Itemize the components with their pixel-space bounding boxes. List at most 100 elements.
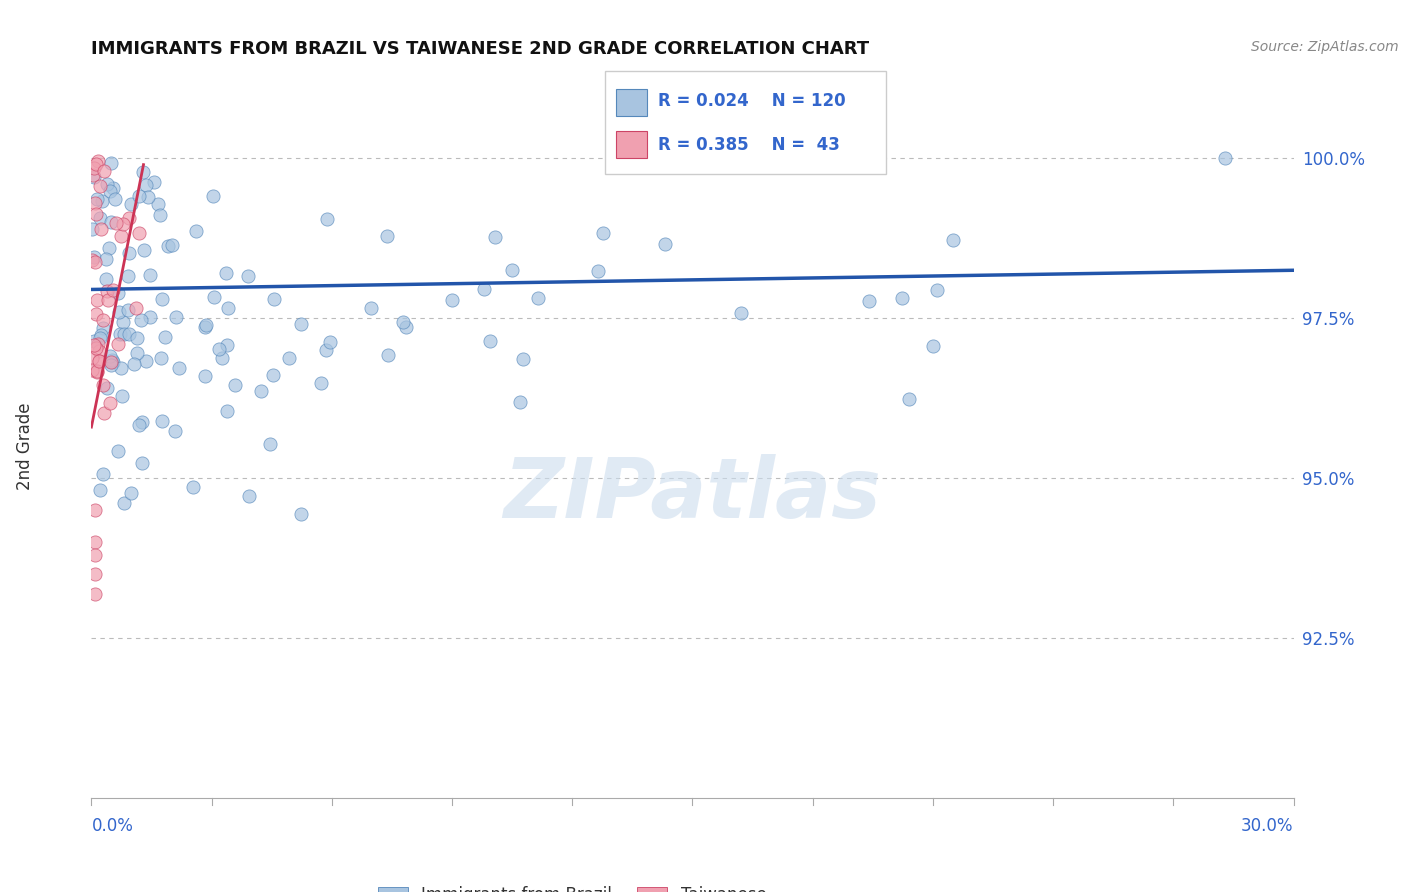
Point [146,196,169,211]
Point [83,334,105,349]
Point [91,320,114,334]
Point [104,216,127,230]
Point [96,178,118,192]
Point [112,326,135,341]
Point [262,368,284,382]
Point [165,310,187,325]
Point [87,153,110,168]
Point [107,286,129,301]
Point [160,237,183,252]
Point [100,215,122,229]
Point [84,586,107,600]
Point [100,358,122,372]
Point [93,378,115,392]
Point [392,315,415,329]
Point [111,217,134,231]
Point [100,355,122,369]
Point [98,395,121,409]
Point [167,360,190,375]
Point [97,293,120,307]
Point [202,188,225,202]
Point [484,230,506,244]
Point [91,312,114,326]
Point [259,436,281,450]
Point [194,319,217,334]
Point [149,208,172,222]
Point [127,331,149,345]
Text: R = 0.024    N = 120: R = 0.024 N = 120 [658,92,845,110]
Point [100,355,122,369]
Point [150,414,173,428]
Point [128,226,150,240]
Point [128,188,150,202]
Point [136,190,159,204]
Text: ZIPatlas: ZIPatlas [503,454,882,534]
Point [217,338,239,352]
Point [215,266,238,280]
Point [90,221,112,235]
Point [440,293,463,307]
Point [87,354,110,368]
Point [186,224,208,238]
Point [120,197,142,211]
Point [1215,151,1237,165]
Point [236,268,259,283]
Point [83,196,105,211]
Point [80,363,103,377]
Point [375,229,398,244]
Point [217,301,239,316]
Point [84,535,107,549]
Point [82,168,104,182]
Point [925,284,948,298]
Legend: Immigrants from Brazil, Taiwanese: Immigrants from Brazil, Taiwanese [371,880,773,892]
Point [135,354,157,368]
Text: IMMIGRANTS FROM BRAZIL VS TAIWANESE 2ND GRADE CORRELATION CHART: IMMIGRANTS FROM BRAZIL VS TAIWANESE 2ND … [91,40,869,58]
Point [84,503,107,517]
Point [509,395,531,409]
Point [377,349,399,363]
Point [100,156,122,170]
Point [654,236,676,251]
Point [360,301,382,316]
Point [250,384,273,399]
Point [84,341,107,355]
Point [86,293,108,307]
Point [125,346,148,360]
Point [224,378,246,392]
Point [84,254,107,268]
Point [318,334,340,349]
Point [87,354,110,368]
Point [96,284,118,298]
Point [118,211,141,225]
Point [118,246,141,260]
Point [942,233,965,247]
Point [290,317,312,331]
Point [263,292,285,306]
Point [84,548,107,562]
Point [131,456,153,470]
Point [156,239,179,253]
Point [129,313,152,327]
Point [101,283,124,297]
Point [91,194,114,208]
Point [84,157,107,171]
Point [107,444,129,458]
Point [111,315,134,329]
Point [153,330,176,344]
Point [89,331,111,345]
Text: Source: ZipAtlas.com: Source: ZipAtlas.com [1251,40,1399,54]
Point [110,326,132,341]
Point [89,211,111,225]
Point [86,192,108,206]
Text: 30.0%: 30.0% [1241,817,1294,835]
Point [890,291,912,305]
Point [150,293,173,307]
Point [163,424,186,438]
Point [101,181,124,195]
Point [478,334,501,348]
Point [128,417,150,432]
Point [101,353,124,368]
Point [290,508,312,522]
Point [512,352,534,367]
Point [111,389,134,403]
